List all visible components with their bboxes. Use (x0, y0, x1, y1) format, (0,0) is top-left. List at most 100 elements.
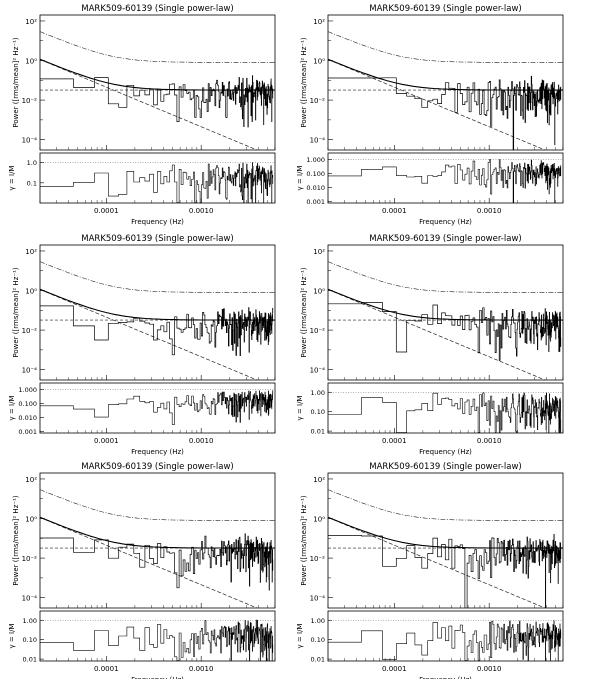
x-tick-label: 0.0001 (382, 207, 407, 215)
x-tick-label: 0.0010 (189, 437, 214, 445)
y-tick-label-lower: 0.10 (23, 636, 37, 644)
x-tick-label: 0.0010 (189, 665, 214, 673)
y-axis-label-lower: γ = I/M (8, 396, 16, 421)
y-axis-label-lower: γ = I/M (296, 624, 304, 649)
power-law-line (328, 289, 546, 380)
y-tick-label-upper: 10⁻⁴ (22, 367, 38, 375)
y-tick-label-upper: 10² (313, 18, 325, 26)
lower-frame (327, 610, 564, 662)
upper-plot (40, 261, 275, 380)
periodogram-series (328, 75, 562, 150)
x-tick-label: 0.0001 (382, 665, 407, 673)
ratio-series (40, 390, 274, 425)
model-curve (328, 516, 563, 549)
upper-frame (39, 14, 276, 151)
x-tick-label: 0.0001 (94, 207, 119, 215)
upper-plot (328, 31, 563, 150)
y-tick-label-lower: 1.00 (311, 617, 325, 625)
ratio-series (328, 159, 562, 203)
y-axis-label-lower: γ = I/M (8, 166, 16, 191)
upper-plot (328, 489, 563, 608)
upper-plot (328, 261, 563, 380)
panel-title: MARK509-60139 (Single power-law) (81, 462, 233, 472)
model-curve (40, 516, 275, 549)
panel-title: MARK509-60139 (Single power-law) (81, 234, 233, 244)
y-tick-label-upper: 10² (313, 476, 325, 484)
y-axis-label-lower: γ = I/M (296, 166, 304, 191)
upper-plot (40, 489, 275, 608)
y-tick-label-upper: 10² (25, 476, 37, 484)
upper-frame (39, 244, 276, 381)
x-axis-label: Frequency (Hz) (131, 448, 184, 456)
periodogram-series (40, 533, 274, 591)
confidence-curve (328, 31, 563, 63)
y-tick-label-upper: 10² (25, 248, 37, 256)
y-tick-label-upper: 10⁰ (313, 516, 325, 524)
y-tick-label-upper: 10⁻² (310, 555, 326, 563)
x-tick-label: 0.0001 (94, 437, 119, 445)
y-tick-label-upper: 10⁰ (25, 516, 37, 524)
lower-plot (328, 620, 563, 661)
confidence-curve (40, 261, 275, 293)
x-axis-label: Frequency (Hz) (419, 448, 472, 456)
y-tick-label-lower: 1.000 (306, 156, 325, 164)
ratio-series (40, 162, 274, 203)
y-tick-label-upper: 10⁻⁴ (310, 367, 326, 375)
y-tick-label-lower: 1.0 (27, 159, 37, 167)
model-curve (40, 58, 275, 91)
y-axis-label-upper: Power ([rms/mean]² Hz⁻¹) (12, 267, 20, 357)
y-tick-label-upper: 10⁰ (313, 58, 325, 66)
lower-plot (40, 389, 275, 425)
y-tick-label-lower: 0.100 (18, 400, 37, 408)
panel-title: MARK509-60139 (Single power-law) (81, 4, 233, 14)
y-tick-label-lower: 0.001 (18, 428, 37, 436)
power-law-line (328, 59, 546, 150)
panel-3: MARK509-60139 (Single power-law) 10² 10⁰ 10… (8, 234, 276, 456)
x-tick-label: 0.0010 (477, 207, 502, 215)
periodogram-series (40, 305, 274, 357)
y-tick-label-upper: 10² (25, 18, 37, 26)
y-tick-label-lower: 0.010 (306, 184, 325, 192)
y-tick-label-upper: 10⁰ (25, 58, 37, 66)
confidence-curve (328, 261, 563, 293)
y-tick-label-lower: 0.01 (311, 656, 325, 664)
lower-plot (40, 162, 275, 203)
lower-plot (328, 392, 563, 433)
y-tick-label-upper: 10⁰ (25, 288, 37, 296)
y-axis-label-upper: Power ([rms/mean]² Hz⁻¹) (300, 267, 308, 357)
panel-4: MARK509-60139 (Single power-law) 10² 10⁰ 10… (296, 234, 564, 456)
lower-frame (39, 610, 276, 662)
y-axis-label-lower: γ = I/M (8, 624, 16, 649)
y-tick-label-lower: 1.00 (311, 389, 325, 397)
lower-frame (39, 382, 276, 434)
y-tick-label-upper: 10⁻⁴ (22, 137, 38, 145)
x-axis-label: Frequency (Hz) (419, 676, 472, 679)
lower-plot (40, 619, 275, 661)
panel-5: MARK509-60139 (Single power-law) 10² 10⁰ 10… (8, 462, 276, 679)
y-tick-label-upper: 10⁻² (22, 97, 38, 105)
y-tick-label-upper: 10² (313, 248, 325, 256)
power-law-line (328, 517, 546, 608)
periodogram-series (328, 302, 562, 361)
x-axis-label: Frequency (Hz) (131, 676, 184, 679)
lower-frame (327, 152, 564, 204)
y-tick-label-upper: 10⁻² (22, 555, 38, 563)
y-tick-label-upper: 10⁻² (22, 327, 38, 335)
y-tick-label-lower: 0.01 (311, 428, 325, 436)
y-tick-label-lower: 0.10 (311, 408, 325, 416)
y-axis-label-lower: γ = I/M (296, 396, 304, 421)
panel-title: MARK509-60139 (Single power-law) (369, 234, 521, 244)
confidence-curve (328, 489, 563, 521)
x-tick-label: 0.0010 (477, 437, 502, 445)
y-tick-label-lower: 0.10 (311, 636, 325, 644)
panel-title: MARK509-60139 (Single power-law) (369, 462, 521, 472)
ratio-series (328, 620, 562, 661)
x-tick-label: 0.0001 (94, 665, 119, 673)
y-tick-label-upper: 10⁻² (310, 327, 326, 335)
y-tick-label-upper: 10⁻² (310, 97, 326, 105)
y-tick-label-upper: 10⁻⁴ (310, 595, 326, 603)
lower-plot (328, 159, 563, 203)
x-tick-label: 0.0010 (477, 665, 502, 673)
y-tick-label-upper: 10⁻⁴ (22, 595, 38, 603)
